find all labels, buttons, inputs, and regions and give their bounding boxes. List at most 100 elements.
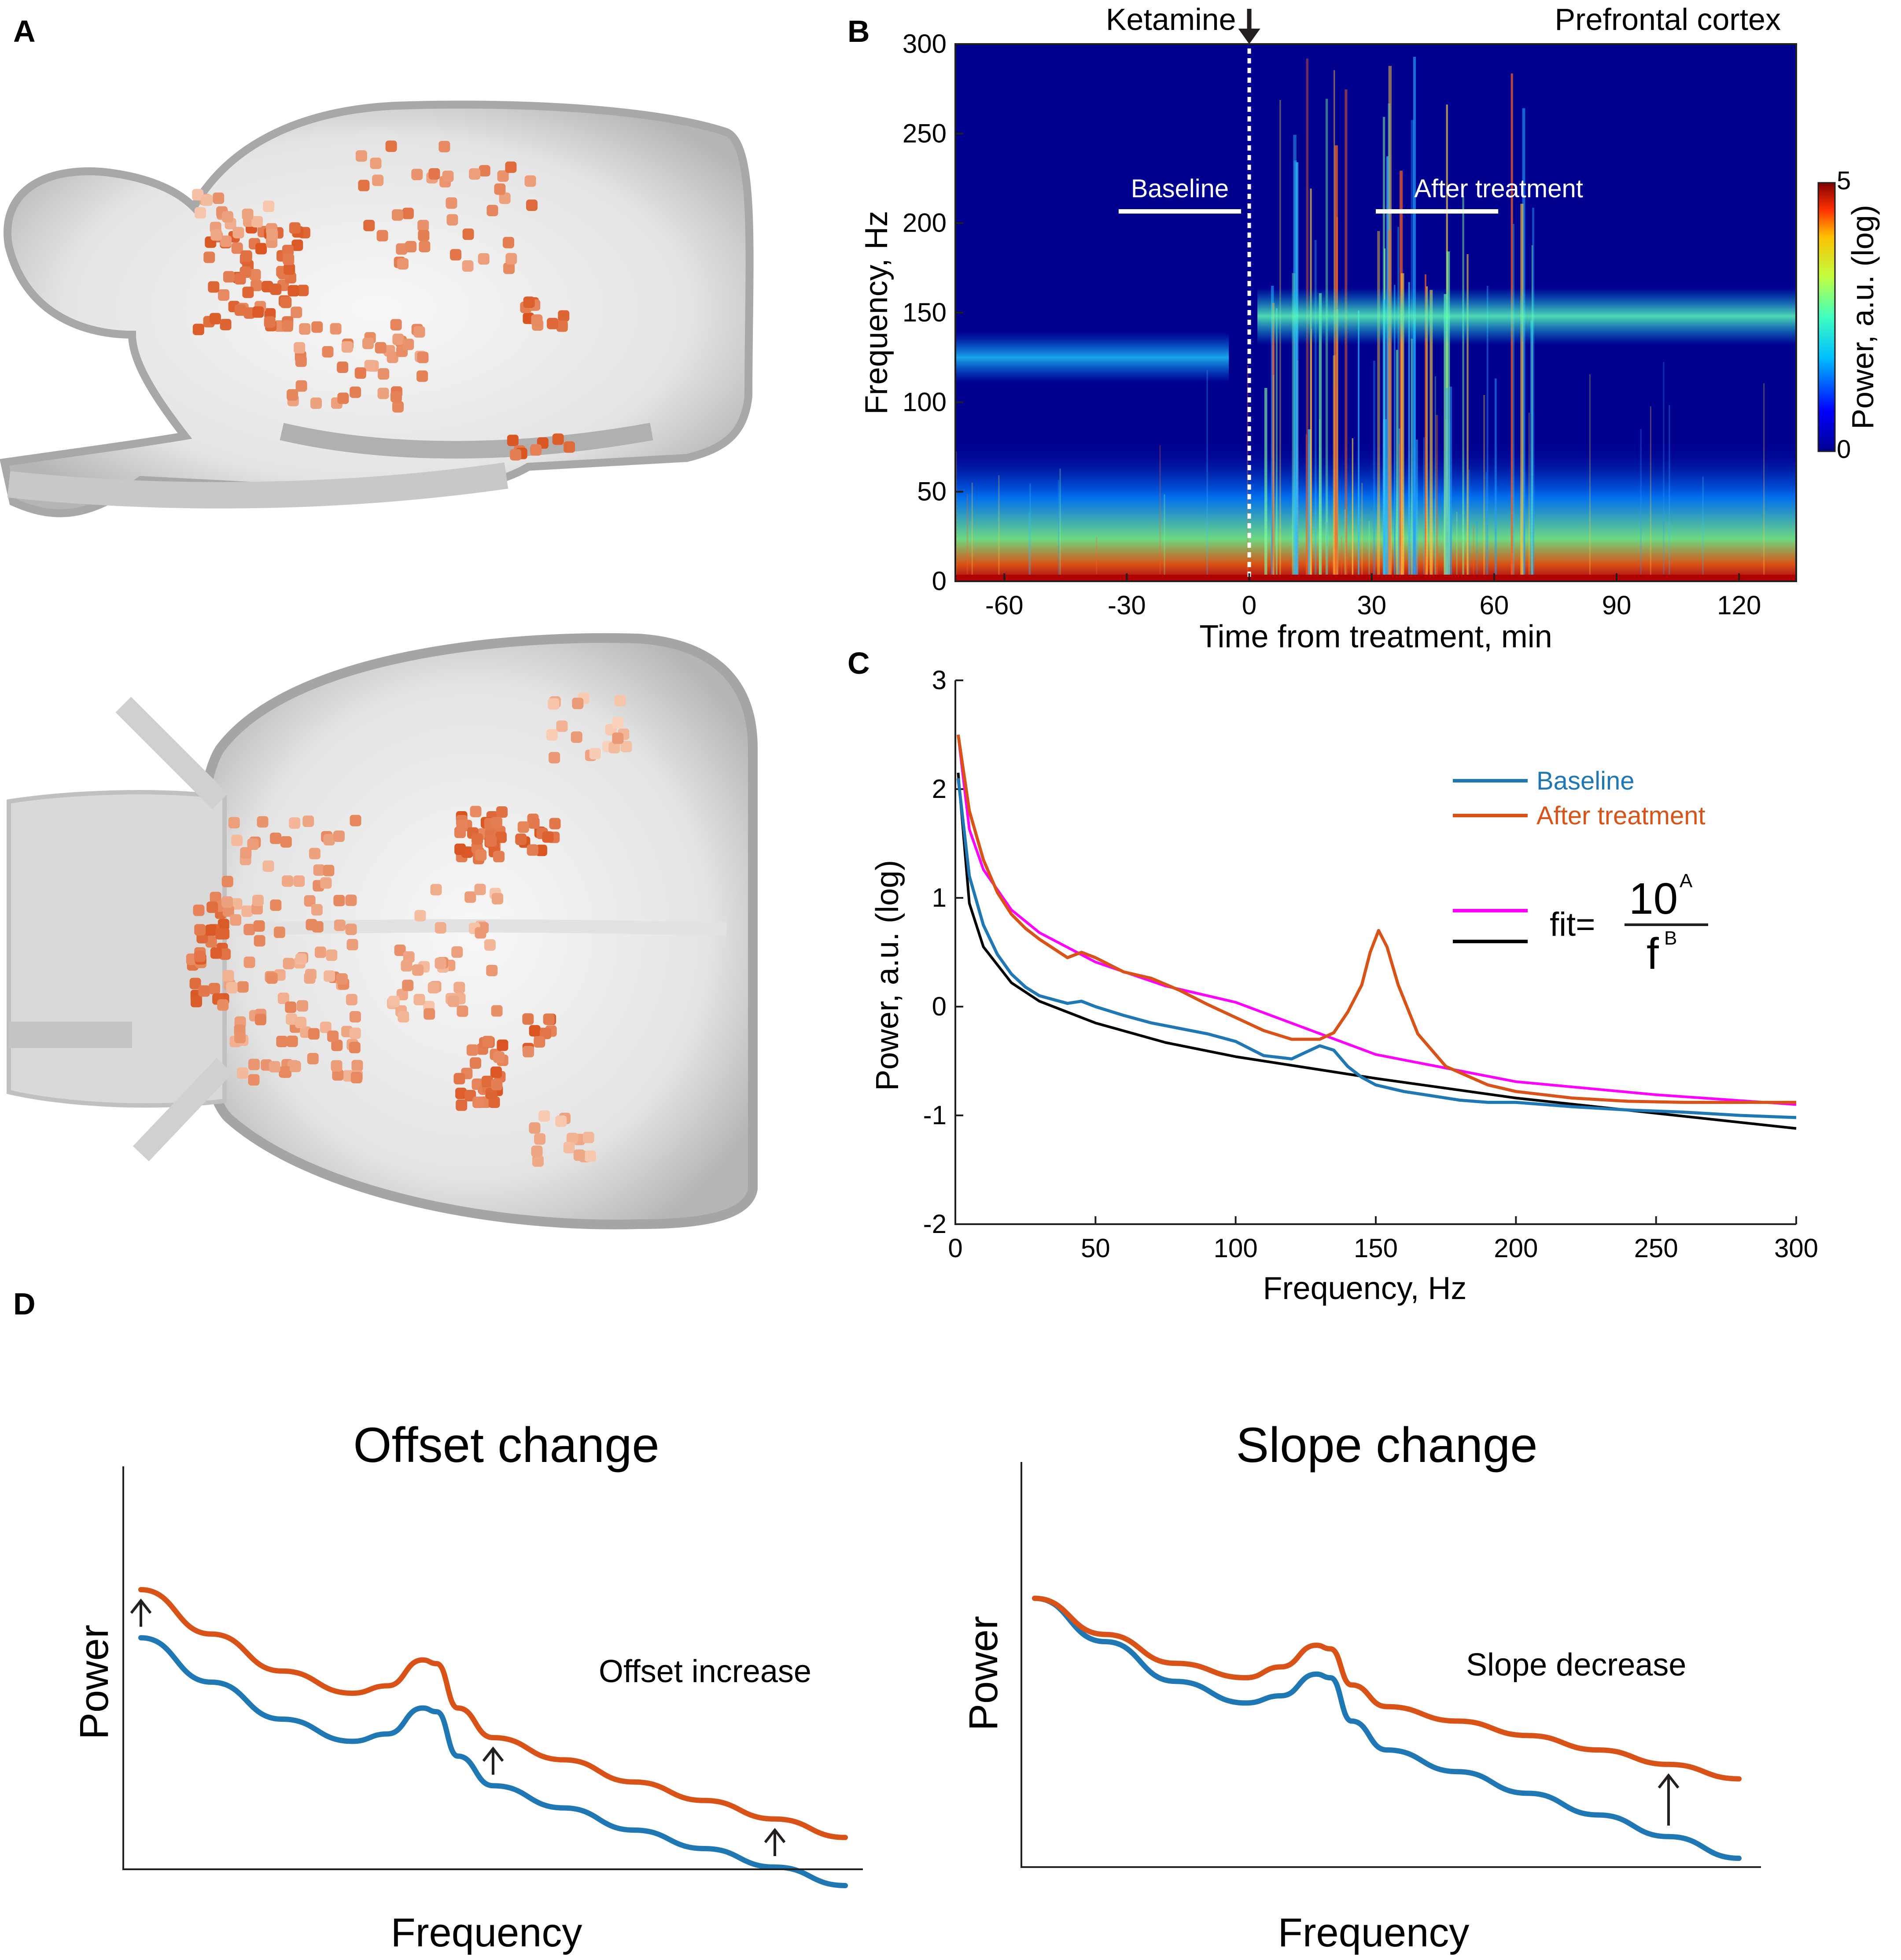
hfo-band-baseline: [955, 332, 1229, 383]
spectrogram-streak: [1029, 483, 1031, 581]
offset-change-axes: [122, 1466, 863, 1870]
recording-site: [251, 216, 263, 228]
spectrogram-streak: [1530, 320, 1533, 581]
recording-site: [337, 392, 349, 404]
recording-site: [402, 979, 414, 991]
recording-site: [240, 250, 252, 262]
recording-site: [453, 1073, 465, 1085]
recording-site: [263, 200, 275, 212]
spectrogram-streak: [1473, 526, 1474, 581]
recording-site: [608, 742, 620, 753]
after-treatment-line: [956, 734, 1796, 1104]
recording-site: [573, 1149, 585, 1161]
recording-site: [333, 831, 345, 842]
spectrogram-streak: [1411, 338, 1413, 581]
spectrogram-streak: [1292, 273, 1296, 581]
recording-site: [529, 1025, 541, 1037]
recording-site: [563, 1142, 575, 1154]
recording-site: [302, 816, 314, 827]
up-arrow-icon: [764, 1827, 786, 1856]
recording-site: [363, 220, 375, 232]
x-tick-label: 150: [1354, 1233, 1398, 1263]
recording-site: [403, 951, 415, 963]
slope-change-y-label: Power: [961, 1616, 1006, 1731]
spectrogram-streak: [1275, 308, 1278, 581]
y-tick-label: 0: [932, 992, 947, 1021]
recording-site: [304, 972, 316, 984]
spectrogram-streak: [1401, 273, 1404, 581]
spectrogram-streak: [1663, 362, 1665, 581]
up-arrow-icon: [130, 1598, 152, 1627]
spectrogram-streak: [1436, 415, 1438, 581]
recording-site: [349, 1027, 361, 1039]
recording-site: [549, 752, 560, 764]
recording-site: [485, 835, 497, 847]
y-tick-label: -2: [923, 1209, 947, 1239]
recording-site: [482, 1036, 494, 1048]
spectrogram-streak: [1763, 383, 1765, 581]
recording-site: [549, 818, 561, 830]
recording-site: [494, 183, 506, 195]
recording-site: [614, 694, 626, 706]
recording-site: [269, 1061, 280, 1073]
slope-change-up-arrow-icons: [1658, 1773, 1680, 1826]
recording-site: [534, 1036, 545, 1048]
recording-site: [249, 269, 261, 281]
recording-site: [370, 157, 382, 169]
recording-site: [402, 207, 414, 219]
spectrogram-streak: [1425, 274, 1426, 581]
recording-site: [398, 1011, 409, 1022]
recording-site: [451, 946, 463, 958]
recording-site: [523, 1046, 534, 1058]
x-tick-label: 90: [1602, 591, 1632, 620]
spectrogram-streak: [1383, 419, 1387, 581]
recording-site: [247, 838, 259, 850]
spectrogram-streak: [1334, 385, 1335, 581]
recording-site: [262, 860, 274, 872]
recording-site: [505, 253, 517, 265]
recording-site: [337, 362, 349, 373]
spectrogram-streak: [1397, 227, 1399, 581]
recording-site: [289, 817, 301, 829]
spectrogram-streak: [1650, 406, 1651, 581]
offset-change-title: Offset change: [353, 1417, 659, 1473]
recording-site: [462, 260, 474, 272]
recording-site: [517, 821, 529, 833]
spectrogram-streak: [1399, 444, 1400, 581]
slope-decrease-label: Slope decrease: [1466, 1647, 1686, 1683]
recording-site: [287, 389, 298, 401]
recording-site: [308, 1028, 320, 1040]
recording-site: [242, 208, 254, 220]
x-tick-label: 120: [1717, 591, 1761, 620]
spectrogram-streak: [1408, 282, 1410, 581]
spectrogram-streak: [1429, 290, 1433, 581]
recording-site: [324, 970, 335, 982]
recording-site: [313, 864, 325, 876]
recording-site: [239, 266, 251, 278]
y-tick-label: 200: [903, 208, 947, 238]
recording-site: [529, 1122, 541, 1134]
recording-site: [534, 1133, 546, 1145]
after-window-label: After treatment: [1414, 174, 1583, 203]
recording-site: [524, 175, 536, 187]
spectrogram-streak: [1396, 350, 1398, 581]
recording-site: [295, 380, 307, 392]
spectrogram-streak: [1456, 512, 1458, 581]
recording-site: [472, 1096, 484, 1108]
recording-site: [375, 342, 387, 354]
recording-site: [419, 240, 431, 252]
recording-site: [472, 833, 483, 845]
recording-site: [416, 370, 428, 382]
recording-site: [435, 957, 446, 969]
recording-site: [323, 834, 335, 846]
recording-site: [491, 1079, 503, 1091]
recording-site: [294, 342, 306, 354]
recording-site: [201, 194, 213, 206]
spectrogram-streak: [1394, 284, 1396, 581]
recording-site: [392, 401, 404, 413]
recording-site: [311, 904, 323, 916]
recording-site: [291, 306, 302, 318]
recording-site: [217, 919, 229, 930]
spectrogram-streak: [1333, 355, 1336, 581]
recording-site: [354, 367, 366, 379]
